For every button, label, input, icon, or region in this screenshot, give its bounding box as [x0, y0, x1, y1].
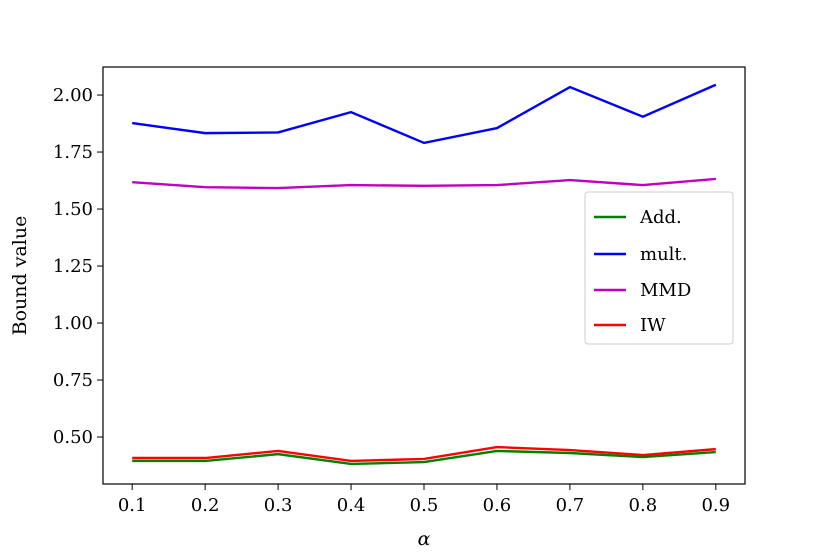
x-tick-label: 0.9	[701, 495, 730, 516]
y-tick-label: 2.00	[53, 85, 93, 106]
legend-label: IW	[640, 315, 666, 336]
series-line-iw	[132, 445, 716, 463]
legend-label: mult.	[640, 244, 687, 265]
legend: Add. mult. MMD IW	[584, 191, 734, 345]
x-tick-label: 0.2	[191, 495, 220, 516]
series-line-add	[132, 449, 716, 466]
x-tick-label: 0.4	[337, 495, 366, 516]
x-tick-label: 0.7	[556, 495, 585, 516]
y-tick-label: 0.75	[53, 370, 93, 391]
x-tick-label: 0.1	[118, 495, 147, 516]
y-tick-label: 0.50	[53, 427, 93, 448]
legend-label: Add.	[639, 207, 682, 228]
legend-label: MMD	[640, 280, 691, 301]
x-tick-label: 0.8	[629, 495, 658, 516]
x-tick-label: 0.6	[483, 495, 512, 516]
legend-box	[584, 191, 734, 345]
x-axis-label: α	[418, 528, 431, 550]
y-tick-label: 1.25	[53, 256, 93, 277]
y-axis-label: Bound value	[9, 216, 31, 336]
series-line-mult	[132, 83, 717, 145]
y-tick-label: 1.00	[53, 313, 93, 334]
x-tick-label: 0.5	[410, 495, 439, 516]
y-tick-label: 1.50	[53, 199, 93, 220]
series-line-mmd	[132, 177, 716, 190]
x-tick-label: 0.3	[264, 495, 293, 516]
y-tick-label: 1.75	[53, 142, 93, 163]
